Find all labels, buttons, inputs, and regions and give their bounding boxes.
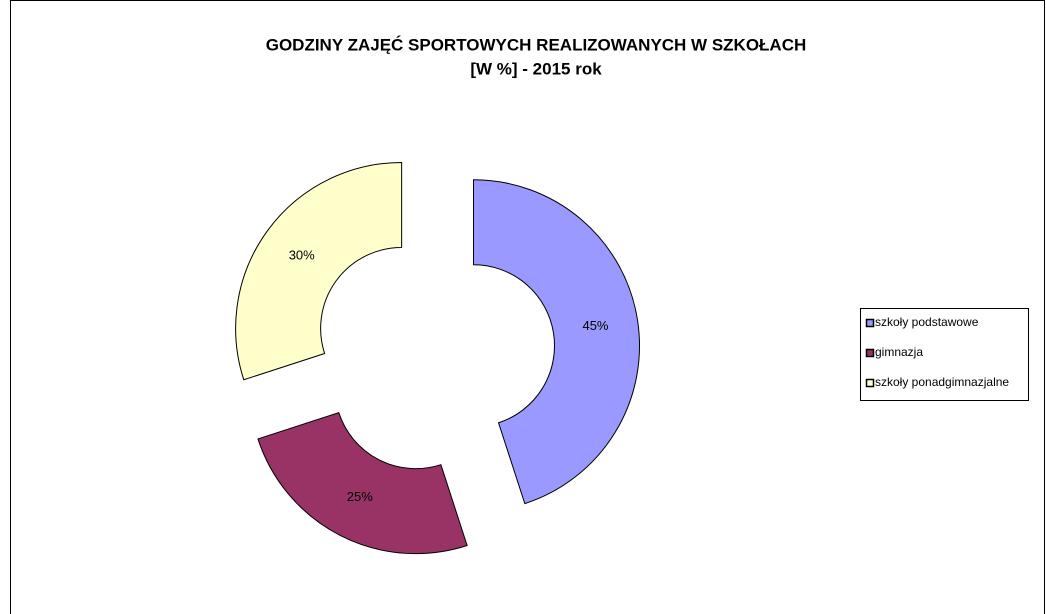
legend-swatch — [865, 318, 875, 328]
legend-swatch — [865, 378, 875, 388]
legend-label: gimnazja — [875, 345, 923, 359]
data-label: 45% — [582, 318, 608, 333]
donut-slice — [473, 179, 640, 505]
legend-swatch — [865, 348, 875, 358]
donut-slice — [257, 412, 468, 555]
legend-label: szkoły podstawowe — [875, 315, 979, 329]
chart-subtitle: [W %] - 2015 rok — [470, 59, 602, 78]
chart-title: GODZINY ZAJĘĆ SPORTOWYCH REALIZOWANYCH W… — [266, 35, 807, 54]
data-label: 25% — [347, 489, 373, 504]
chart-frame — [10, 0, 1045, 614]
data-label: 30% — [289, 247, 315, 262]
donut-slice — [235, 161, 403, 381]
legend-box — [860, 308, 1029, 401]
legend-label: szkoły ponadgimnazjalne — [875, 375, 1009, 389]
